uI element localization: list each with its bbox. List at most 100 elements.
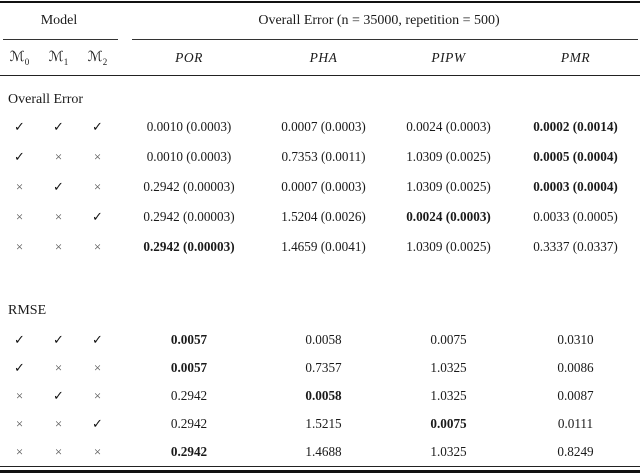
value-cell: 0.3337 (0.0337) bbox=[533, 239, 618, 254]
cross-mark-icon: × bbox=[93, 179, 102, 194]
value-cell: 1.0309 (0.0025) bbox=[406, 239, 491, 254]
top-rule bbox=[0, 1, 640, 3]
value-cell: 0.0024 (0.0003) bbox=[406, 209, 491, 224]
value-cell: 0.2942 bbox=[170, 416, 208, 431]
value-cell: 1.0325 bbox=[430, 360, 467, 375]
section-label: Overall Error bbox=[8, 92, 84, 107]
cross-mark-icon: × bbox=[93, 388, 102, 403]
column-header-m0: ℳ0 bbox=[9, 49, 30, 67]
value-cell: 0.2942 (0.00003) bbox=[143, 239, 235, 254]
value-cell: 0.0075 bbox=[430, 332, 467, 347]
cross-mark-icon: × bbox=[54, 416, 63, 431]
check-mark-icon: ✓ bbox=[92, 209, 103, 224]
check-mark-icon: ✓ bbox=[14, 360, 25, 375]
check-mark-icon: ✓ bbox=[92, 332, 103, 347]
cross-mark-icon: × bbox=[54, 360, 63, 375]
model-underline bbox=[3, 39, 118, 40]
value-cell: 0.0010 (0.0003) bbox=[146, 149, 232, 164]
value-cell: 1.4688 bbox=[305, 444, 342, 459]
table-row: × ✓ × 0.2942 0.0058 1.0325 0.0087 bbox=[0, 382, 640, 410]
column-header-pha: PHA bbox=[309, 49, 338, 65]
column-header-m1: ℳ1 bbox=[48, 49, 69, 67]
column-header-m2: ℳ2 bbox=[87, 49, 108, 67]
cross-mark-icon: × bbox=[54, 149, 63, 164]
value-cell: 0.7353 (0.0011) bbox=[281, 149, 366, 164]
value-cell: 0.2942 bbox=[170, 388, 208, 403]
cross-mark-icon: × bbox=[93, 360, 102, 375]
check-mark-icon: ✓ bbox=[53, 332, 64, 347]
check-mark-icon: ✓ bbox=[14, 332, 25, 347]
check-mark-icon: ✓ bbox=[92, 416, 103, 431]
model-group-header: Model bbox=[40, 13, 78, 28]
table-section: Overall Error ✓ ✓ ✓ 0.0010 (0.0003) 0.0007 (0… bbox=[0, 76, 640, 262]
table-body: Overall Error ✓ ✓ ✓ 0.0010 (0.0003) 0.0007 (0… bbox=[0, 76, 640, 466]
value-cell: 1.4659 (0.0041) bbox=[281, 239, 366, 254]
table-row: ✓ ✓ ✓ 0.0057 0.0058 0.0075 0.0310 bbox=[0, 326, 640, 354]
bottom-thin-rule bbox=[0, 466, 640, 467]
check-mark-icon: ✓ bbox=[14, 119, 25, 134]
value-cell: 0.2942 (0.00003) bbox=[143, 209, 235, 224]
table-row: ✓ ✓ ✓ 0.0010 (0.0003) 0.0007 (0.0003) 0.0024 … bbox=[0, 112, 640, 142]
value-cell: 1.0309 (0.0025) bbox=[406, 179, 491, 194]
table-section: RMSE ✓ ✓ ✓ 0.0057 0.0058 0.0075 0.0310 ✓ × × 0.0057… bbox=[0, 296, 640, 466]
group-header-row: Model Overall Error (n = 35000, repetiti… bbox=[0, 3, 640, 39]
value-cell: 1.5215 bbox=[305, 416, 342, 431]
value-cell: 1.0325 bbox=[430, 444, 467, 459]
check-mark-icon: ✓ bbox=[53, 179, 64, 194]
value-cell: 0.0010 (0.0003) bbox=[146, 119, 232, 134]
table-row: × × × 0.2942 1.4688 1.0325 0.8249 bbox=[0, 438, 640, 466]
table-row: × × ✓ 0.2942 (0.00003) 1.5204 (0.0026) 0.0024… bbox=[0, 202, 640, 232]
value-cell: 0.0057 bbox=[170, 360, 208, 375]
check-mark-icon: ✓ bbox=[14, 149, 25, 164]
cross-mark-icon: × bbox=[54, 239, 63, 254]
value-cell: 0.0033 (0.0005) bbox=[533, 209, 618, 224]
error-underline bbox=[132, 39, 638, 40]
check-mark-icon: ✓ bbox=[92, 119, 103, 134]
cross-mark-icon: × bbox=[15, 239, 24, 254]
table-row: × × ✓ 0.2942 1.5215 0.0075 0.0111 bbox=[0, 410, 640, 438]
cross-mark-icon: × bbox=[54, 209, 63, 224]
cross-mark-icon: × bbox=[93, 149, 102, 164]
value-cell: 0.0003 (0.0004) bbox=[533, 179, 618, 194]
column-header-pmr: PMR bbox=[560, 49, 591, 65]
table-row: × × × 0.2942 (0.00003) 1.4659 (0.0041) 1.0309… bbox=[0, 232, 640, 262]
value-cell: 0.0005 (0.0004) bbox=[533, 149, 618, 164]
cross-mark-icon: × bbox=[15, 179, 24, 194]
value-cell: 0.8249 bbox=[557, 444, 594, 459]
value-cell: 0.0002 (0.0014) bbox=[533, 119, 618, 134]
value-cell: 0.0310 bbox=[557, 332, 594, 347]
column-header-por: POR bbox=[175, 49, 203, 65]
value-cell: 1.0309 (0.0025) bbox=[406, 149, 491, 164]
column-header-row: ℳ0 ℳ1 ℳ2 POR PHA PIPW PMR bbox=[0, 40, 640, 75]
value-cell: 0.0111 bbox=[557, 416, 594, 431]
value-cell: 0.0087 bbox=[557, 388, 594, 403]
value-cell: 0.2942 (0.00003) bbox=[143, 179, 235, 194]
value-cell: 1.0325 bbox=[430, 388, 467, 403]
value-cell: 0.0007 (0.0003) bbox=[281, 119, 366, 134]
value-cell: 0.0057 bbox=[170, 332, 208, 347]
overall-error-group-header: Overall Error (n = 35000, repetition = 5… bbox=[258, 13, 500, 28]
group-header-underline bbox=[0, 39, 640, 40]
bottom-thick-rule bbox=[0, 470, 640, 473]
value-cell: 0.0007 (0.0003) bbox=[281, 179, 366, 194]
value-cell: 0.0086 bbox=[557, 360, 594, 375]
cross-mark-icon: × bbox=[15, 388, 24, 403]
cross-mark-icon: × bbox=[15, 444, 24, 459]
cross-mark-icon: × bbox=[93, 239, 102, 254]
value-cell: 0.0058 bbox=[305, 388, 342, 403]
header-rule bbox=[0, 75, 640, 76]
value-cell: 0.0024 (0.0003) bbox=[406, 119, 491, 134]
cross-mark-icon: × bbox=[15, 209, 24, 224]
cross-mark-icon: × bbox=[15, 416, 24, 431]
cross-mark-icon: × bbox=[93, 444, 102, 459]
section-label: RMSE bbox=[8, 303, 47, 318]
value-cell: 0.2942 bbox=[170, 444, 208, 459]
value-cell: 0.7357 bbox=[305, 360, 342, 375]
table-row: ✓ × × 0.0010 (0.0003) 0.7353 (0.0011) 1.0309 … bbox=[0, 142, 640, 172]
column-header-pipw: PIPW bbox=[431, 49, 466, 65]
cross-mark-icon: × bbox=[54, 444, 63, 459]
value-cell: 0.0058 bbox=[305, 332, 342, 347]
table-row: ✓ × × 0.0057 0.7357 1.0325 0.0086 bbox=[0, 354, 640, 382]
check-mark-icon: ✓ bbox=[53, 388, 64, 403]
